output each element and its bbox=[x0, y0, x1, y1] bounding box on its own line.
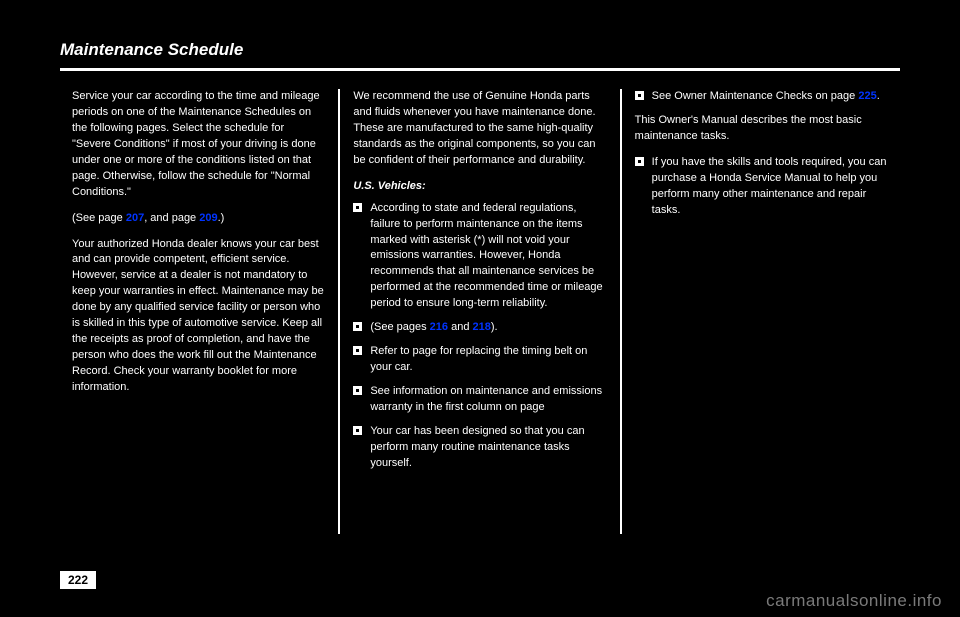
bullet-icon bbox=[353, 203, 362, 212]
bullet-icon bbox=[353, 322, 362, 331]
bullet-icon bbox=[353, 386, 362, 395]
content-columns: Service your car according to the time a… bbox=[60, 89, 900, 534]
column-2: We recommend the use of Genuine Honda pa… bbox=[341, 89, 618, 534]
bullet-item: According to state and federal regulatio… bbox=[353, 201, 606, 313]
bullet-item: See Owner Maintenance Checks on page 225… bbox=[635, 89, 888, 105]
page-link[interactable]: 225 bbox=[858, 90, 876, 102]
paragraph: This Owner's Manual describes the most b… bbox=[635, 113, 888, 145]
bullet-item: Refer to page for replacing the timing b… bbox=[353, 344, 606, 376]
horizontal-rule bbox=[60, 68, 900, 71]
bullet-item: See information on maintenance and emiss… bbox=[353, 384, 606, 416]
page-number: 222 bbox=[60, 571, 96, 589]
subheading: U.S. Vehicles: bbox=[353, 179, 606, 195]
bullet-item: (See pages 216 and 218). bbox=[353, 320, 606, 336]
page-link[interactable]: 216 bbox=[430, 321, 448, 333]
watermark: carmanualsonline.info bbox=[766, 591, 942, 611]
bullet-icon bbox=[353, 346, 362, 355]
paragraph: Service your car according to the time a… bbox=[72, 89, 325, 201]
paragraph: (See page 207, and page 209.) bbox=[72, 211, 325, 227]
page-link[interactable]: 207 bbox=[126, 212, 144, 224]
page-title: Maintenance Schedule bbox=[60, 40, 900, 60]
page-link[interactable]: 209 bbox=[199, 212, 217, 224]
bullet-item: Your car has been designed so that you c… bbox=[353, 424, 606, 472]
column-1: Service your car according to the time a… bbox=[60, 89, 337, 534]
paragraph: Your authorized Honda dealer knows your … bbox=[72, 237, 325, 396]
bullet-item: If you have the skills and tools require… bbox=[635, 155, 888, 219]
bullet-icon bbox=[353, 426, 362, 435]
paragraph: We recommend the use of Genuine Honda pa… bbox=[353, 89, 606, 169]
page-link[interactable]: 218 bbox=[473, 321, 491, 333]
column-3: See Owner Maintenance Checks on page 225… bbox=[623, 89, 900, 534]
bullet-icon bbox=[635, 91, 644, 100]
bullet-icon bbox=[635, 157, 644, 166]
